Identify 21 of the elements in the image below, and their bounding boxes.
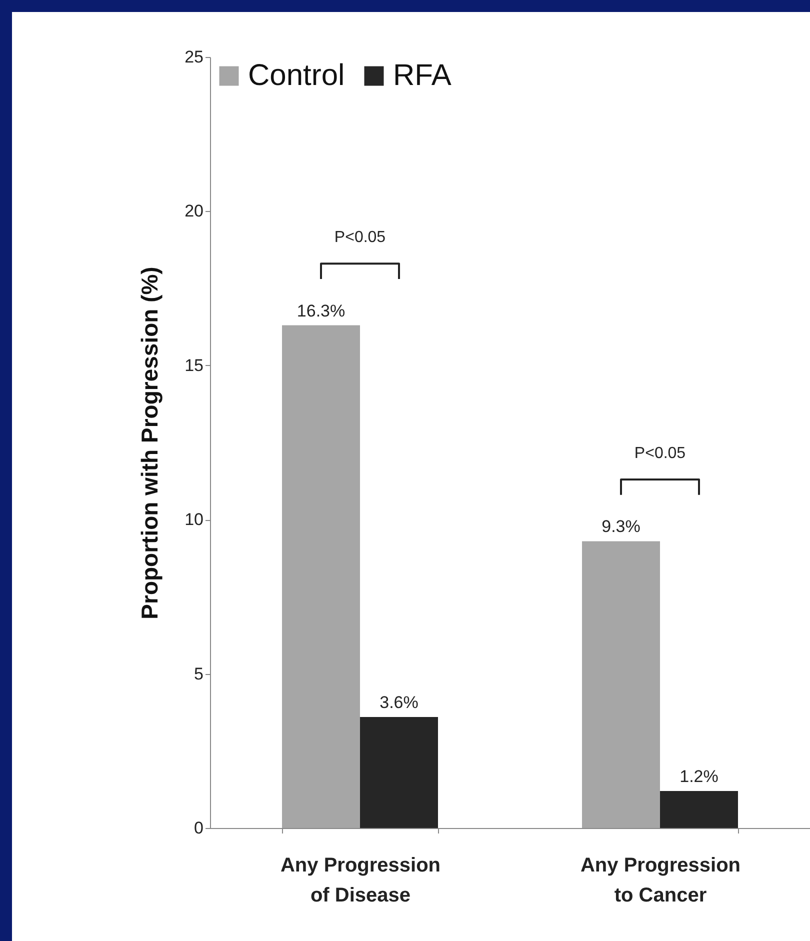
bar	[660, 790, 738, 828]
x-tick-label: Any Progression of Disease	[280, 854, 441, 906]
data-label: 9.3%	[602, 517, 640, 536]
bar	[282, 325, 360, 828]
y-tick-label: 5	[194, 664, 204, 684]
bar	[582, 541, 660, 828]
legend-label: Control	[248, 59, 345, 92]
data-label: 16.3%	[296, 301, 346, 320]
annotation: P<0.05	[634, 445, 686, 462]
y-tick-label: 15	[184, 356, 204, 375]
y-tick-label: 10	[184, 510, 204, 530]
legend-label: RFA	[393, 59, 452, 92]
y-axis-title: Proportion with Progression (%)	[136, 266, 163, 620]
bar	[360, 716, 438, 828]
data-label: 3.6%	[380, 692, 418, 712]
annotation: P<0.05	[334, 229, 386, 246]
x-tick-label: Any Progression to Cancer	[580, 854, 741, 906]
y-tick-label: 0	[194, 818, 204, 838]
y-tick-label: 25	[184, 48, 204, 66]
data-label: 1.2%	[680, 766, 718, 786]
y-tick-label: 20	[184, 202, 204, 221]
